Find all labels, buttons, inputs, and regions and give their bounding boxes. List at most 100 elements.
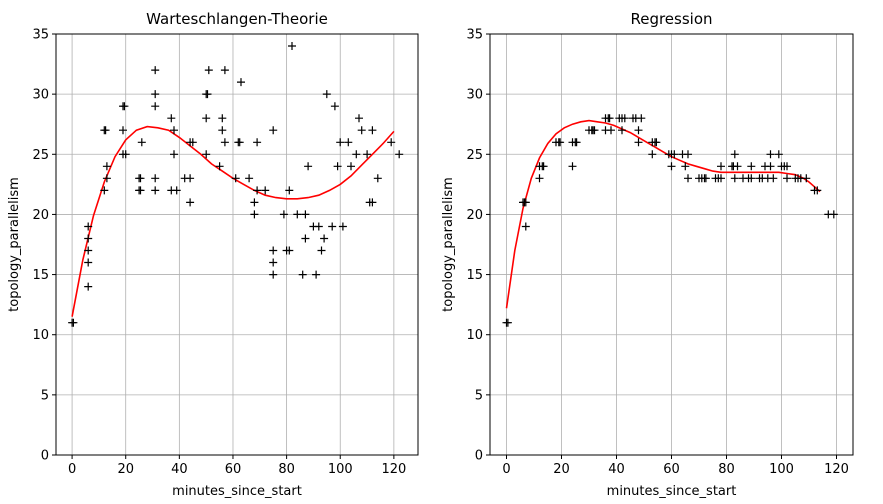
- left-chart-data-point: [373, 174, 382, 183]
- left-chart-data-point: [357, 126, 366, 135]
- left-chart-data-point: [151, 186, 160, 195]
- right-chart-data-point: [829, 210, 838, 219]
- left-chart-data-point: [330, 102, 339, 111]
- left-chart-data-point: [279, 210, 288, 219]
- left-chart-x-tick-label: 60: [225, 462, 242, 477]
- right-chart-data-point: [681, 162, 690, 171]
- left-chart-grid: [56, 33, 418, 456]
- left-chart-data-point: [84, 282, 93, 291]
- left-chart-data-point: [204, 66, 213, 75]
- left-chart-data-point: [269, 126, 278, 135]
- right-chart-grid: [490, 33, 853, 456]
- right-chart-y-tick-label: 25: [466, 148, 483, 163]
- left-chart-data-point: [314, 222, 323, 231]
- right-chart-data-point: [769, 174, 778, 183]
- right-chart-x-tick-label: 120: [824, 462, 849, 477]
- left-chart-data-point: [269, 270, 278, 279]
- left-chart-data-point: [84, 222, 93, 231]
- right-chart-data-point: [634, 138, 643, 147]
- left-chart-data-point: [285, 186, 294, 195]
- left-chart-data-point: [352, 150, 361, 159]
- right-chart-data-point: [539, 162, 548, 171]
- left-chart-data-point: [84, 246, 93, 255]
- left-chart-x-tick-label: 100: [328, 462, 353, 477]
- left-chart-data-point: [363, 150, 372, 159]
- left-chart-x-tick-label: 120: [381, 462, 406, 477]
- left-chart-x-tick-label: 80: [278, 462, 295, 477]
- right-chart-y-axis-label: topology_parallelism: [441, 177, 456, 312]
- right-chart-data-point: [783, 162, 791, 171]
- right-chart-data-point: [766, 162, 775, 171]
- left-chart-y-tick-label: 0: [41, 449, 49, 464]
- right-chart-y-tick-label: 10: [466, 328, 483, 343]
- right-chart-data-point: [607, 126, 615, 135]
- right-chart-title: Regression: [630, 10, 712, 28]
- left-chart-data-point: [220, 138, 229, 147]
- left-chart-data-point: [102, 162, 111, 171]
- right-chart-x-tick-label: 0: [502, 462, 510, 477]
- right-chart-data-point: [618, 126, 626, 135]
- right-chart-x-tick-label: 100: [769, 462, 794, 477]
- left-chart-data-point: [387, 138, 396, 147]
- left-chart-data-point: [220, 66, 229, 75]
- left-chart-data-point: [137, 138, 146, 147]
- right-chart-data-point: [652, 138, 661, 147]
- left-chart-points-layer: [68, 42, 404, 327]
- left-chart-y-tick-label: 30: [32, 88, 49, 103]
- left-chart-data-point: [84, 258, 93, 267]
- left-chart-data-point: [293, 210, 302, 219]
- left-chart-data-point: [102, 174, 111, 183]
- left-chart-data-point: [288, 42, 296, 50]
- right-chart-x-tick-label: 80: [718, 462, 735, 477]
- left-chart-title: Warteschlangen-Theorie: [146, 10, 328, 28]
- right-chart-data-point: [521, 222, 530, 231]
- left-chart-data-point: [151, 102, 160, 111]
- left-chart-data-point: [395, 150, 404, 159]
- left-chart-data-point: [188, 138, 197, 147]
- left-chart-data-point: [245, 174, 254, 183]
- right-chart-data-point: [670, 150, 679, 159]
- left-chart-data-point: [355, 114, 363, 123]
- right-chart-data-point: [521, 198, 530, 207]
- left-chart-data-point: [304, 162, 313, 171]
- left-chart-data-point: [136, 186, 145, 195]
- left-chart-data-point: [218, 114, 227, 123]
- left-chart-data-point: [333, 162, 342, 171]
- right-chart-data-point: [648, 150, 657, 159]
- left-chart-data-point: [170, 126, 178, 135]
- left-chart-data-point: [172, 186, 181, 195]
- left-chart-data-point: [237, 78, 245, 87]
- left-chart-data-point: [215, 162, 224, 171]
- left-chart-data-point: [328, 222, 337, 231]
- left-chart-frame: [55, 33, 419, 456]
- right-chart-data-point: [717, 162, 725, 171]
- right-chart-y-tick-label: 35: [466, 28, 483, 43]
- left-chart-data-point: [121, 150, 130, 159]
- left-chart-data-point: [151, 90, 160, 99]
- left-chart-data-point: [202, 114, 211, 123]
- left-chart-data-point: [235, 138, 244, 147]
- left-chart-y-tick-label: 10: [32, 328, 49, 343]
- left-chart-x-tick-label: 20: [117, 462, 134, 477]
- left-chart-data-point: [312, 270, 321, 279]
- left-chart-y-tick-label: 20: [32, 208, 49, 223]
- right-chart-data-point: [572, 138, 581, 147]
- right-chart-data-point: [503, 318, 512, 327]
- left-chart-y-tick-label: 15: [32, 268, 49, 283]
- right-chart-data-point: [733, 162, 742, 171]
- left-chart-data-point: [298, 270, 307, 279]
- right-chart-data-point: [684, 174, 692, 183]
- right-chart-data-point: [556, 138, 565, 147]
- left-chart-y-axis-label: topology_parallelism: [7, 177, 22, 312]
- left-chart-data-point: [186, 198, 195, 207]
- right-chart-y-tick-label: 5: [475, 388, 483, 403]
- left-chart-data-point: [119, 126, 127, 135]
- left-chart-data-point: [368, 198, 377, 207]
- right-chart-data-point: [701, 174, 710, 183]
- left-chart-data-point: [368, 126, 377, 135]
- left-chart-data-point: [250, 198, 259, 207]
- left-chart-data-point: [101, 126, 110, 135]
- left-chart-y-tick-label: 35: [32, 28, 49, 43]
- left-chart-data-point: [261, 186, 270, 195]
